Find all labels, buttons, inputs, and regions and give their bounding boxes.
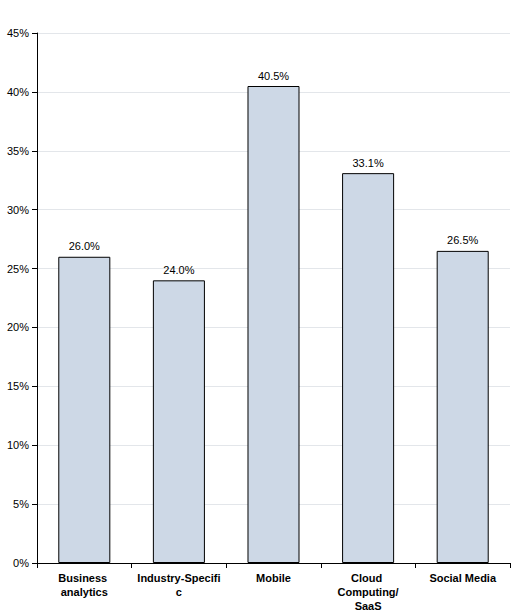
- svg-text:Business: Business: [58, 572, 110, 584]
- svg-text:Cloud: Cloud: [351, 572, 385, 584]
- svg-text:c: c: [176, 586, 182, 598]
- svg-text:analytics: analytics: [61, 586, 108, 598]
- svg-text:30%: 30%: [7, 204, 29, 216]
- svg-text:Industry-Specifi: Industry-Specifi: [137, 572, 220, 584]
- svg-text:25%: 25%: [7, 263, 29, 275]
- svg-text:15%: 15%: [7, 380, 29, 392]
- svg-text:40.5%: 40.5%: [258, 70, 289, 82]
- svg-text:0%: 0%: [13, 557, 29, 569]
- svg-text:26.0%: 26.0%: [69, 240, 100, 252]
- svg-text:Mobile: Mobile: [256, 572, 291, 584]
- svg-text:40%: 40%: [7, 86, 29, 98]
- svg-text:5%: 5%: [13, 498, 29, 510]
- svg-text:SaaS: SaaS: [355, 600, 382, 612]
- svg-text:20%: 20%: [7, 321, 29, 333]
- svg-text:35%: 35%: [7, 145, 29, 157]
- svg-text:24.0%: 24.0%: [163, 264, 194, 276]
- svg-text:Social Media: Social Media: [429, 572, 497, 584]
- svg-text:26.5%: 26.5%: [447, 234, 478, 246]
- svg-text:45%: 45%: [7, 27, 29, 39]
- svg-text:10%: 10%: [7, 439, 29, 451]
- svg-text:Computing/: Computing/: [338, 586, 399, 598]
- svg-text:33.1%: 33.1%: [352, 157, 383, 169]
